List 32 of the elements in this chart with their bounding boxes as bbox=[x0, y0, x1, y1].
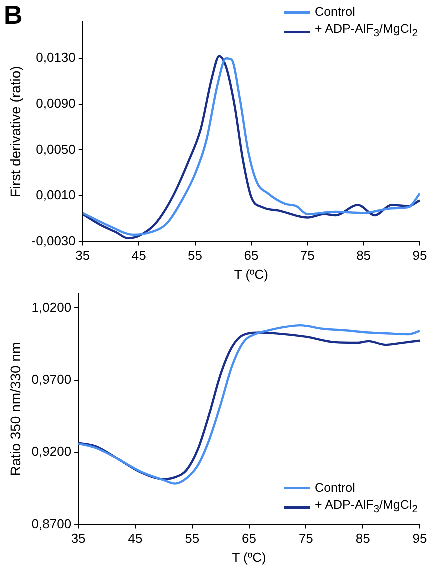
legend-label: Control bbox=[315, 4, 356, 21]
y-tick-label: 1,0200 bbox=[32, 300, 72, 315]
legend-label: + ADP-AlF$_{3}$/MgCl$_{2}$ bbox=[315, 21, 418, 42]
x-tick-label: 95 bbox=[412, 248, 428, 264]
y-tick-label: 0,0130 bbox=[36, 50, 76, 66]
x-tick-label: 35 bbox=[71, 531, 86, 546]
legend-label: + ADP-AlF$_{3}$/MgCl$_{2}$ bbox=[315, 496, 418, 517]
y-tick-label: 0,0050 bbox=[36, 142, 76, 157]
y-tick-label: 0,8700 bbox=[32, 516, 72, 532]
x-tick-label: 45 bbox=[128, 531, 143, 546]
y-tick-label: 0,0090 bbox=[36, 96, 76, 112]
y-tick-label: 0,9700 bbox=[32, 372, 72, 388]
x-tick-label: 45 bbox=[132, 248, 146, 264]
chart-title: B bbox=[4, 0, 23, 31]
x-tick-label: 85 bbox=[356, 531, 370, 546]
y-axis-title: First derivative (ratio) bbox=[7, 66, 24, 198]
y-tick-label: 0,9200 bbox=[32, 444, 72, 460]
x-tick-label: 55 bbox=[188, 248, 202, 264]
y-axis-title: Ratio 350 nm/330 nm bbox=[7, 342, 24, 476]
x-tick-label: 65 bbox=[244, 248, 259, 264]
legend-label: Control bbox=[315, 480, 356, 496]
x-tick-label: 35 bbox=[76, 248, 90, 264]
y-tick-label: -0,0030 bbox=[32, 233, 76, 248]
x-axis-title: T (ºC) bbox=[232, 550, 266, 565]
x-tick-label: 65 bbox=[242, 531, 257, 546]
x-tick-label: 75 bbox=[298, 531, 314, 546]
x-tick-label: 55 bbox=[185, 531, 200, 546]
x-tick-label: 75 bbox=[300, 248, 315, 264]
x-tick-label: 95 bbox=[412, 531, 428, 546]
x-axis-title: T (ºC) bbox=[234, 266, 269, 282]
x-tick-label: 85 bbox=[356, 248, 372, 264]
y-tick-label: 0,0010 bbox=[36, 188, 76, 203]
